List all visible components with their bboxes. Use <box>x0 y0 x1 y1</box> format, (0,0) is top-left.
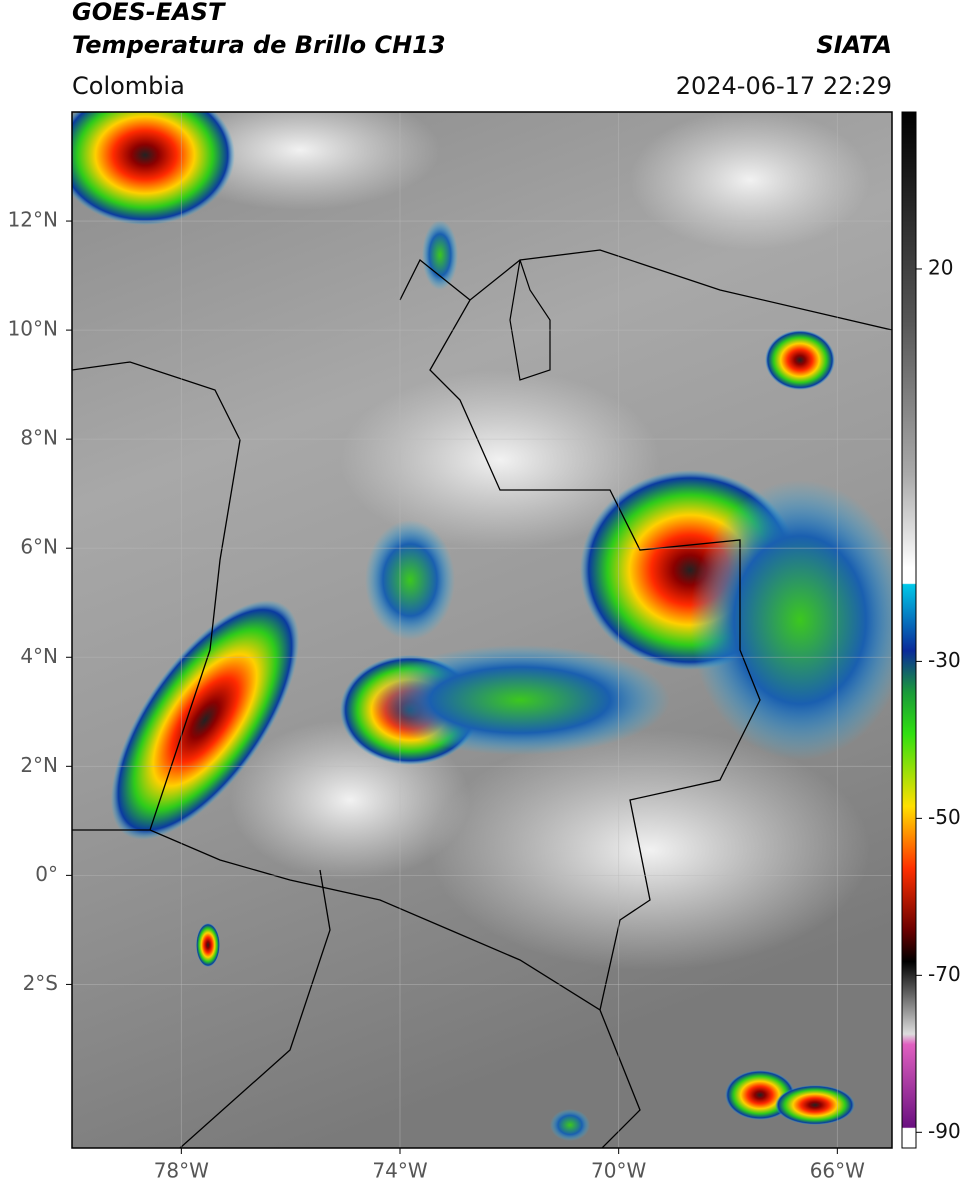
colorbar-tick-label: -30 <box>928 648 961 672</box>
y-tick-label: 8°N <box>20 426 58 450</box>
title-line1: GOES-EAST <box>72 0 226 26</box>
title-line2: Temperatura de Brillo CH13 <box>72 31 446 59</box>
x-tick-label: 78°W <box>154 1159 209 1183</box>
y-tick-label: 6°N <box>20 535 58 559</box>
map-frame <box>71 111 893 1149</box>
y-tick-label: 0° <box>35 862 58 886</box>
colorbar-tick-label: -50 <box>928 805 961 829</box>
y-tick-label: 12°N <box>8 208 58 232</box>
satellite-image <box>72 112 892 1148</box>
colorbar-tick-label: 20 <box>928 255 953 279</box>
y-tick-label: 4°N <box>20 644 58 668</box>
y-tick-label: 10°N <box>8 317 58 341</box>
grid <box>72 112 892 1148</box>
colorbar-tick-label: -90 <box>928 1119 961 1143</box>
colorbar-tick-label: -70 <box>928 962 961 986</box>
source: SIATA <box>816 31 892 59</box>
x-tick-label: 66°W <box>810 1159 865 1183</box>
region: Colombia <box>72 72 185 100</box>
x-tick-label: 70°W <box>591 1159 646 1183</box>
x-tick-label: 74°W <box>372 1159 427 1183</box>
colorbar <box>901 111 917 1149</box>
y-tick-label: 2°N <box>20 753 58 777</box>
timestamp: 2024-06-17 22:29 <box>676 72 892 100</box>
y-tick-label: 2°S <box>23 971 58 995</box>
